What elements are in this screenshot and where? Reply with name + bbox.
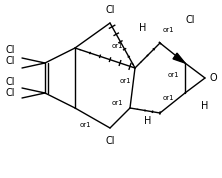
Text: or1: or1 <box>119 78 131 84</box>
Text: Cl: Cl <box>5 77 15 87</box>
Text: Cl: Cl <box>185 15 195 25</box>
Text: H: H <box>139 23 147 33</box>
Text: or1: or1 <box>167 72 179 78</box>
Text: Cl: Cl <box>105 5 115 15</box>
Text: H: H <box>144 116 152 126</box>
Text: Cl: Cl <box>5 88 15 98</box>
Text: or1: or1 <box>111 100 123 106</box>
Text: Cl: Cl <box>105 136 115 146</box>
Text: O: O <box>209 73 217 83</box>
Text: or1: or1 <box>111 43 123 49</box>
Polygon shape <box>173 53 185 63</box>
Text: or1: or1 <box>162 95 174 101</box>
Text: Cl: Cl <box>5 56 15 66</box>
Text: Cl: Cl <box>5 45 15 55</box>
Text: or1: or1 <box>162 27 174 33</box>
Text: H: H <box>201 101 209 111</box>
Text: or1: or1 <box>79 122 91 128</box>
